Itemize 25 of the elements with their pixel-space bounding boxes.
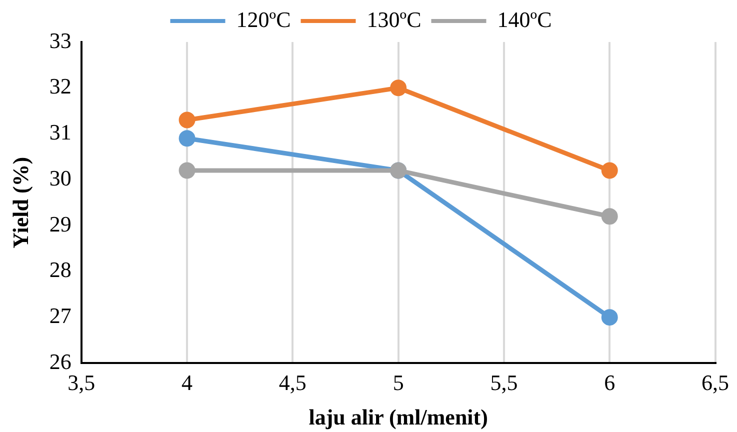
point [390, 80, 407, 96]
point [601, 208, 618, 225]
x-tick-label: 4 [182, 370, 193, 396]
y-tick-label: 33 [49, 28, 72, 53]
y-tick-label: 29 [49, 211, 72, 236]
x-axis-title: laju alir (ml/menit) [308, 404, 488, 430]
point [178, 112, 196, 128]
x-tick-label: 4,5 [278, 370, 306, 396]
y-tick-label: 30 [49, 165, 72, 190]
y-tick-label: 27 [49, 303, 72, 328]
y-tick-label: 28 [49, 257, 72, 282]
x-tick-label: 5 [392, 370, 404, 396]
point [178, 130, 196, 147]
x-tick-label: 6,5 [702, 370, 729, 396]
point [601, 162, 618, 179]
y-tick-label: 32 [49, 74, 72, 99]
legend-label: 130ºC [366, 6, 422, 32]
legend-label: 120ºC [236, 6, 291, 32]
legend-label: 140ºC [497, 6, 552, 32]
y-tick-label: 31 [49, 120, 72, 145]
x-tick-label: 5,5 [490, 370, 518, 396]
x-tick-label: 6 [604, 370, 616, 396]
point [178, 162, 196, 179]
y-axis-title: Yield (%) [8, 156, 33, 248]
point [601, 309, 618, 326]
